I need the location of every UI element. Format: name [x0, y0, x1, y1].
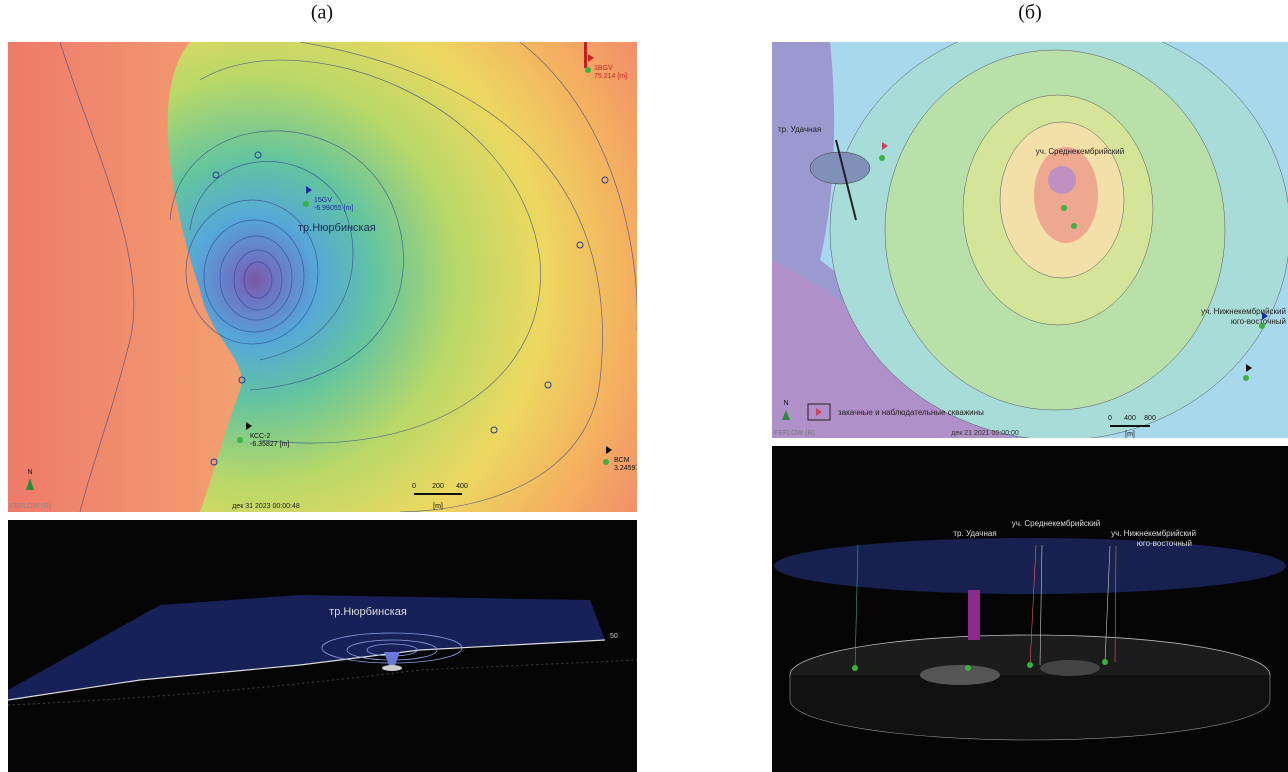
map-shape	[1071, 223, 1077, 229]
site-label: уч. Среднекембрийский	[1012, 519, 1101, 528]
well-value: 3.24597	[614, 465, 639, 472]
map-shape	[965, 665, 971, 671]
site-label: уч. Среднекембрийский	[1036, 147, 1125, 156]
map-shape	[1048, 166, 1076, 194]
scale-label: 400	[1124, 415, 1136, 422]
map-shape	[382, 665, 402, 671]
well-name: 1BGV	[594, 65, 613, 72]
scale-unit: [m]	[1125, 431, 1135, 438]
scale-label: 200	[432, 483, 444, 490]
map-shape	[1027, 662, 1033, 668]
map-a: тр.Нюрбинская 15GV -6.99055 [m] 1BGV 75.…	[8, 42, 639, 512]
view3d-b: тр. Удачная уч. Среднекембрийский уч. Ни…	[772, 446, 1288, 772]
figure: (а) (б) тр.Нюрбинская 15GV -6.99055 [m] …	[0, 0, 1288, 772]
well-value: -6.35827 [m]	[250, 441, 289, 448]
map-shape	[237, 437, 243, 443]
map-shape	[603, 459, 609, 465]
software-label: FEFLOW (R)	[774, 430, 815, 437]
map-shape	[585, 67, 591, 73]
page: (а) (б) тр.Нюрбинская 15GV -6.99055 [m] …	[0, 0, 1288, 772]
scale-label: 0	[1108, 415, 1112, 422]
well-name: 15GV	[314, 197, 332, 204]
panel-label: (б)	[1018, 2, 1042, 24]
map-shape	[584, 42, 587, 68]
map-shape	[303, 201, 309, 207]
map-shape	[1034, 147, 1098, 243]
well-name: BCM	[614, 457, 630, 464]
north-arrow: N	[783, 400, 788, 407]
map-shape	[968, 590, 980, 640]
well-value: -6.99055 [m]	[314, 205, 353, 212]
scale-label: 400	[456, 483, 468, 490]
view3d-a: тр.Нюрбинская 50	[8, 520, 637, 772]
map-shape	[774, 538, 1286, 594]
well-name: КСС-2	[250, 433, 270, 440]
scale-label: 0	[412, 483, 416, 490]
map-shape	[1040, 660, 1100, 676]
depth-label: 50	[610, 633, 618, 640]
map-shape	[920, 665, 1000, 685]
map-shape	[852, 665, 858, 671]
site-label: тр. Удачная	[778, 125, 821, 134]
software-label: FEFLOW (R)	[10, 503, 51, 510]
north-arrow: N	[27, 469, 32, 476]
site-label: тр.Нюрбинская	[298, 222, 376, 234]
site-label: юго-восточный	[1231, 317, 1286, 326]
map-shape	[879, 155, 885, 161]
panel-label: (а)	[311, 2, 333, 24]
well-value: 75.214 [m]	[594, 73, 627, 80]
map-shape	[1243, 375, 1249, 381]
timestamp: дек 21 2021 00:00:00	[951, 430, 1019, 437]
timestamp: дек 31 2023 00:00:48	[232, 503, 300, 510]
map-shape	[1102, 659, 1108, 665]
site-label: уч. Нижнекембрийский	[1111, 529, 1196, 538]
site-label: юго-восточный	[1137, 539, 1192, 548]
scale-unit: [m]	[433, 503, 443, 510]
map-shape	[1061, 205, 1067, 211]
site-label: тр.Нюрбинская	[329, 606, 407, 618]
map-b: тр. Удачная уч. Среднекембрийский уч. Ни…	[772, 20, 1288, 440]
legend-label: закачные и наблюдательные скважины	[838, 408, 984, 417]
scale-label: 800	[1144, 415, 1156, 422]
site-label: тр. Удачная	[953, 529, 996, 538]
site-label: уч. Нижнекембрийский	[1201, 307, 1286, 316]
